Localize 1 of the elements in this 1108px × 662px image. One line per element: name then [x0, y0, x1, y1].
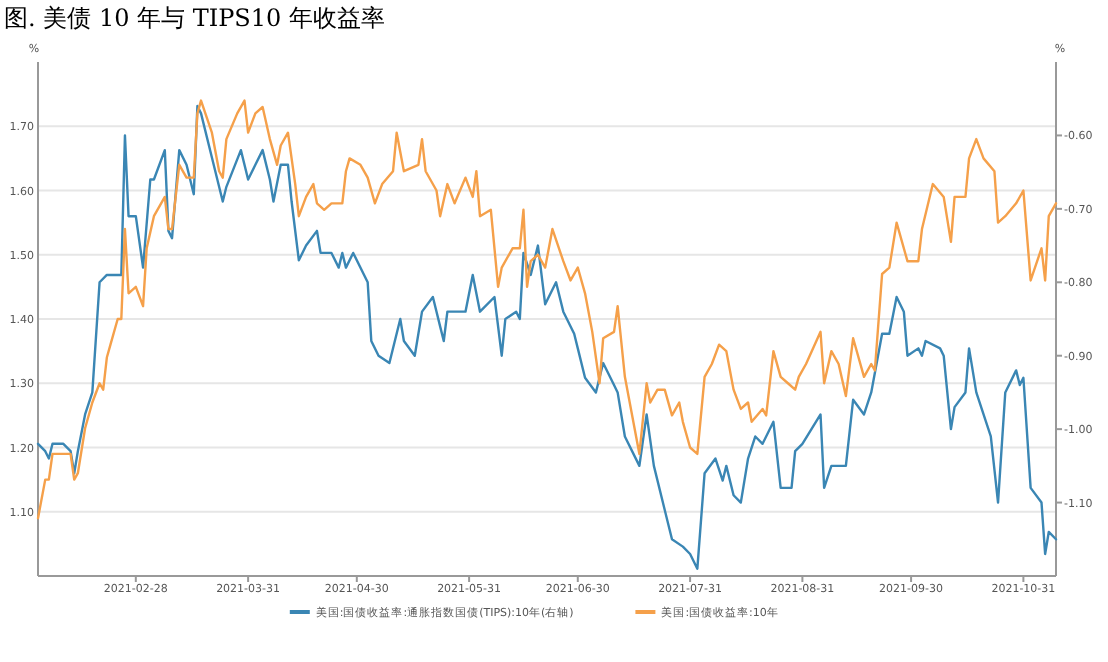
title: 图. 美债 10 年与 TIPS10 年收益率 [4, 4, 385, 32]
